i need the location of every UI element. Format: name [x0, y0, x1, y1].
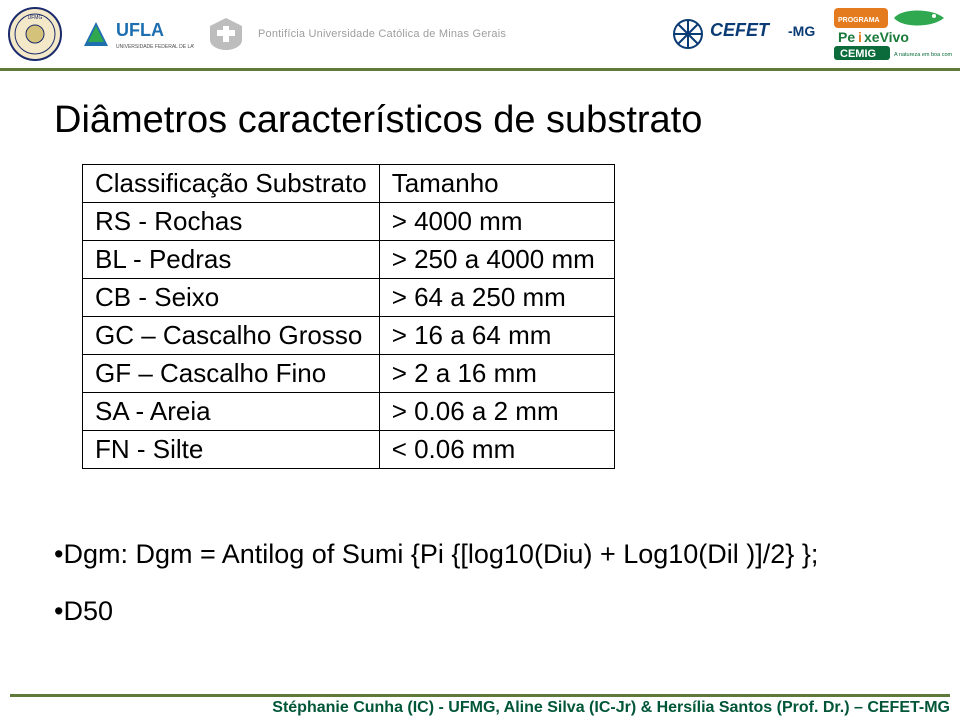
table-row: GC – Cascalho Grosso > 16 a 64 mm: [83, 317, 615, 355]
cell-class: RS - Rochas: [83, 203, 380, 241]
table-row: RS - Rochas > 4000 mm: [83, 203, 615, 241]
cell-size: > 0.06 a 2 mm: [379, 393, 614, 431]
svg-text:UFMG: UFMG: [28, 15, 43, 21]
footer-divider: [10, 694, 950, 697]
table-row: SA - Areia > 0.06 a 2 mm: [83, 393, 615, 431]
svg-text:xeVivo: xeVivo: [864, 29, 909, 45]
svg-text:PROGRAMA: PROGRAMA: [838, 17, 880, 24]
cell-size: > 250 a 4000 mm: [379, 241, 614, 279]
cell-class: BL - Pedras: [83, 241, 380, 279]
cell-class: CB - Seixo: [83, 279, 380, 317]
table-row: FN - Silte < 0.06 mm: [83, 431, 615, 469]
cell-class: GC – Cascalho Grosso: [83, 317, 380, 355]
table-row: CB - Seixo > 64 a 250 mm: [83, 279, 615, 317]
cell-class: FN - Silte: [83, 431, 380, 469]
svg-text:i: i: [858, 29, 862, 45]
table-header-row: Classificação Substrato Tamanho: [83, 165, 615, 203]
ufla-logo-icon: UFLA UNIVERSIDADE FEDERAL DE LAVRAS: [74, 12, 194, 56]
substrate-table: Classificação Substrato Tamanho RS - Roc…: [82, 164, 615, 469]
cell-size: < 0.06 mm: [379, 431, 614, 469]
page-title: Diâmetros característicos de substrato: [54, 99, 906, 142]
puc-minas-logo-icon: [206, 16, 246, 52]
footer-authors: Stéphanie Cunha (IC) - UFMG, Aline Silva…: [10, 699, 950, 717]
peixe-vivo-logo-icon: PROGRAMA Pe i xeVivo CEMIG A natureza em…: [832, 6, 952, 62]
puc-text: Pontifícia Universidade Católica de Mina…: [258, 28, 506, 40]
table-row: GF – Cascalho Fino > 2 a 16 mm: [83, 355, 615, 393]
substrate-table-wrap: Classificação Substrato Tamanho RS - Roc…: [82, 164, 906, 469]
svg-text:UNIVERSIDADE FEDERAL DE LAVRAS: UNIVERSIDADE FEDERAL DE LAVRAS: [116, 44, 194, 50]
formula-block: •Dgm: Dgm = Antilog of Sumi {Pi {[log10(…: [54, 539, 906, 627]
peixe-vivo-tagline: A natureza em boa companhia.: [894, 52, 952, 58]
svg-text:Pe: Pe: [838, 29, 855, 45]
ufmg-seal-icon: UFMG: [8, 7, 62, 61]
cell-size: > 2 a 16 mm: [379, 355, 614, 393]
d50-label: •D50: [54, 596, 906, 627]
slide-content: Diâmetros característicos de substrato C…: [0, 71, 960, 627]
col-header-size: Tamanho: [379, 165, 614, 203]
svg-text:CEFET: CEFET: [710, 20, 771, 40]
header-logo-bar: UFMG UFLA UNIVERSIDADE FEDERAL DE LAVRAS…: [0, 0, 960, 66]
cell-size: > 16 a 64 mm: [379, 317, 614, 355]
svg-text:-MG: -MG: [788, 23, 815, 39]
footer: Stéphanie Cunha (IC) - UFMG, Aline Silva…: [10, 694, 950, 717]
cell-class: GF – Cascalho Fino: [83, 355, 380, 393]
cell-class: SA - Areia: [83, 393, 380, 431]
dgm-formula: •Dgm: Dgm = Antilog of Sumi {Pi {[log10(…: [54, 539, 906, 570]
cell-size: > 4000 mm: [379, 203, 614, 241]
table-row: BL - Pedras > 250 a 4000 mm: [83, 241, 615, 279]
svg-text:UFLA: UFLA: [116, 20, 164, 40]
cefet-mg-logo-icon: CEFET -MG: [670, 16, 820, 52]
cell-size: > 64 a 250 mm: [379, 279, 614, 317]
svg-text:CEMIG: CEMIG: [840, 48, 876, 60]
col-header-classification: Classificação Substrato: [83, 165, 380, 203]
